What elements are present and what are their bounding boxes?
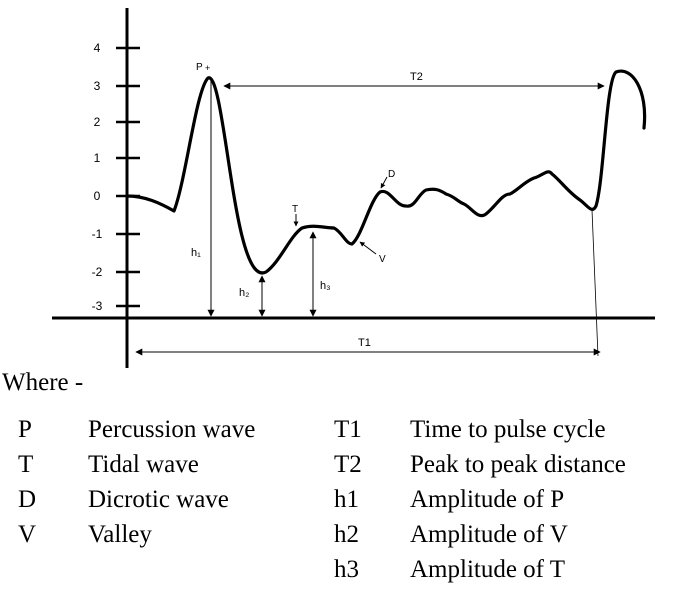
t2-label: T2 xyxy=(410,71,423,83)
legend-symbol-t1: T1 xyxy=(334,416,362,443)
legend-symbol-h3: h3 xyxy=(334,556,359,583)
pulse-waveform xyxy=(125,69,647,275)
y-tick-label: 0 xyxy=(94,189,101,203)
y-tick-label: 2 xyxy=(94,115,101,129)
legend-meaning-t: Tidal wave xyxy=(88,451,199,478)
marker-p-label: P xyxy=(196,62,203,73)
marker-d-label: D xyxy=(388,169,395,180)
legend-meaning-t1: Time to pulse cycle xyxy=(410,416,606,443)
legend-symbol-h2: h2 xyxy=(334,521,359,548)
y-tick-label: -1 xyxy=(92,227,103,241)
marker-p-plus: + xyxy=(205,63,210,73)
legend-meaning-t2: Peak to peak distance xyxy=(410,451,626,478)
h1-label: h₁ xyxy=(191,247,201,259)
legend-title: Where - xyxy=(2,369,84,396)
legend-meaning-h1: Amplitude of P xyxy=(410,486,565,513)
y-ticks xyxy=(116,46,140,308)
t1-label: T1 xyxy=(358,337,371,349)
legend-symbol-p: P xyxy=(18,416,32,443)
y-tick-label: -2 xyxy=(92,265,103,279)
legend-symbol-d: D xyxy=(18,486,37,513)
marker-v-arrow xyxy=(359,241,377,255)
y-tick-labels: 4 3 2 1 0 -1 -2 -3 xyxy=(92,41,103,313)
legend-meaning-h3: Amplitude of T xyxy=(410,556,566,583)
legend-symbol-t: T xyxy=(18,451,34,478)
legend-meaning-h2: Amplitude of V xyxy=(410,521,568,548)
pulse-waveform-diagram: 4 3 2 1 0 -1 -2 -3 P + T2 T1 h₁ h₂ h₃ T … xyxy=(52,8,655,368)
h3-label: h₃ xyxy=(320,280,331,292)
legend-meaning-v: Valley xyxy=(88,521,152,548)
y-tick-label: 1 xyxy=(94,151,101,165)
legend-symbol-v: V xyxy=(18,521,37,548)
h2-label: h₂ xyxy=(239,287,249,299)
marker-v-label: V xyxy=(379,254,386,265)
y-tick-label: 4 xyxy=(94,41,101,55)
legend-symbol-h1: h1 xyxy=(334,486,359,513)
y-tick-label: -3 xyxy=(92,299,103,313)
legend-meaning-d: Dicrotic wave xyxy=(88,486,229,513)
y-tick-label: 3 xyxy=(94,79,101,93)
t1-end-guide xyxy=(591,209,599,357)
legend-meaning-p: Percussion wave xyxy=(88,416,256,443)
marker-d-arrow xyxy=(380,176,388,189)
legend-symbol-t2: T2 xyxy=(334,451,362,478)
marker-t-label: T xyxy=(292,204,298,215)
